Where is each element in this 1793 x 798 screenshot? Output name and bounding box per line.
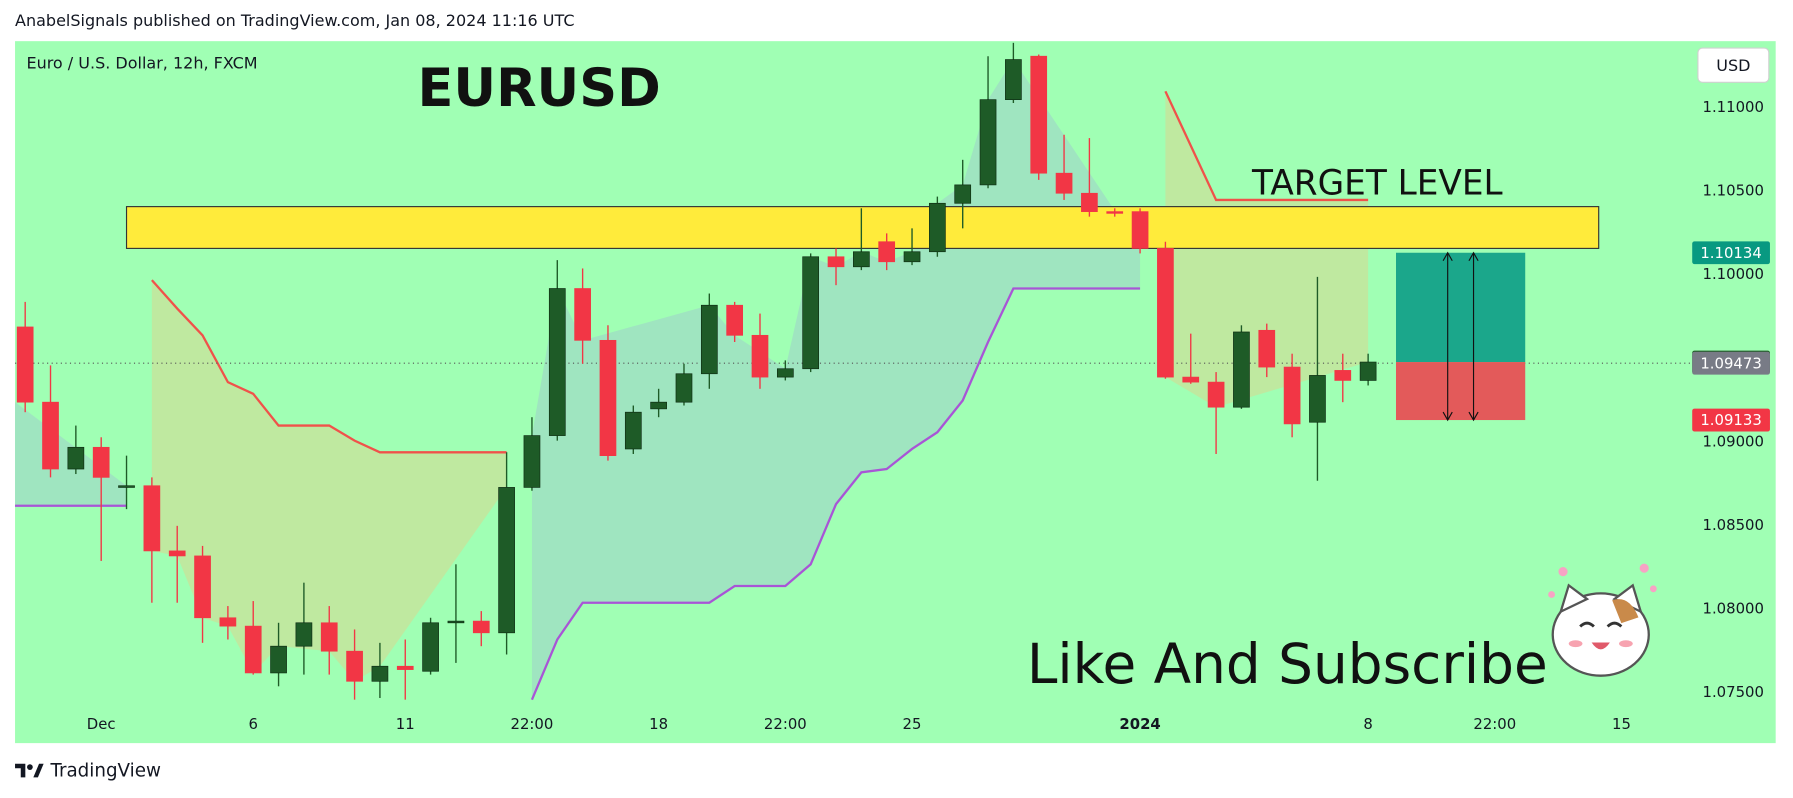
candle-body xyxy=(1182,376,1200,383)
y-tick-label: 1.07500 xyxy=(1703,683,1764,701)
indicator-fill xyxy=(151,280,507,682)
y-tick-label: 1.09000 xyxy=(1703,432,1764,450)
candle-body xyxy=(599,339,617,456)
x-tick-label: 22:00 xyxy=(764,715,807,733)
target-zone xyxy=(125,206,1600,249)
candle-body xyxy=(320,622,338,652)
candle-body xyxy=(574,288,591,341)
candle-body xyxy=(295,622,313,647)
price-label: 1.09133 xyxy=(1700,411,1761,429)
candle-body xyxy=(498,487,515,634)
candle-body xyxy=(244,625,262,674)
position-target xyxy=(1395,252,1526,363)
candle-body xyxy=(1081,192,1098,212)
candle-body xyxy=(523,435,541,488)
candle-body xyxy=(878,241,896,263)
candle-body xyxy=(1258,329,1276,368)
y-tick-label: 1.10500 xyxy=(1703,182,1764,200)
annotation: Like And Subscribe xyxy=(1027,632,1548,696)
x-tick-label: 22:00 xyxy=(511,715,554,733)
candle-body xyxy=(42,401,59,470)
candle-body xyxy=(118,485,135,488)
candle-body xyxy=(1309,375,1326,423)
candle-body xyxy=(447,620,465,624)
brand-logo xyxy=(15,763,44,778)
candle-body xyxy=(1030,55,1048,174)
candle-body xyxy=(1207,381,1225,408)
brand: TradingView xyxy=(49,761,161,782)
x-tick-label: 6 xyxy=(248,715,257,733)
candle-body xyxy=(1106,211,1124,214)
candle-body xyxy=(1283,366,1301,425)
candle-body xyxy=(954,184,972,204)
price-label-box xyxy=(1692,408,1770,432)
price-label-box xyxy=(1692,241,1770,265)
candle-body xyxy=(92,446,110,478)
candle-body xyxy=(827,256,845,268)
arrow-head xyxy=(1442,251,1453,422)
x-tick-label: 11 xyxy=(396,715,415,733)
candle-body xyxy=(371,665,389,682)
x-tick-label: 22:00 xyxy=(1473,715,1516,733)
candle-body xyxy=(650,401,667,410)
candle-body xyxy=(979,99,997,186)
candle-body xyxy=(219,617,237,627)
price-label: 1.09473 xyxy=(1700,354,1761,372)
x-tick-label: Dec xyxy=(87,715,116,733)
candle-body xyxy=(16,326,34,403)
x-tick-label: 2024 xyxy=(1119,715,1160,733)
header: AnabelSignals published on TradingView.c… xyxy=(15,11,574,30)
candle-body xyxy=(802,256,820,370)
candle-body xyxy=(67,446,85,470)
candle-body xyxy=(472,620,490,634)
y-tick-label: 1.08000 xyxy=(1703,599,1764,617)
candle-body xyxy=(1157,248,1174,378)
y-tick-label: 1.08500 xyxy=(1703,516,1764,534)
candle-body xyxy=(168,550,186,557)
arrow-head xyxy=(1468,251,1479,422)
candle-body xyxy=(776,368,794,378)
candle-body xyxy=(1131,211,1149,249)
y-tick-label: 1.10000 xyxy=(1703,265,1764,283)
candle-body xyxy=(700,304,718,375)
candle-body xyxy=(422,622,439,672)
candle-body xyxy=(751,334,769,378)
chart-title: EURUSD xyxy=(417,58,660,119)
candle-body xyxy=(143,485,161,552)
candle-body xyxy=(270,645,287,674)
currency-box[interactable] xyxy=(1697,47,1770,83)
position-stop xyxy=(1395,362,1526,421)
candle-body xyxy=(1005,59,1022,100)
candle-body xyxy=(194,555,211,619)
currency[interactable]: USD xyxy=(1716,56,1750,75)
candle-body xyxy=(346,650,363,682)
candle-body xyxy=(1334,370,1352,381)
x-tick-label: 15 xyxy=(1612,715,1631,733)
sticker xyxy=(1548,563,1657,677)
candle-body xyxy=(1055,172,1073,194)
price-label: 1.10134 xyxy=(1700,244,1761,262)
indicator-line xyxy=(151,279,507,454)
candle-body xyxy=(1359,361,1377,381)
price-label-box xyxy=(1692,351,1770,375)
indicator-line xyxy=(1164,90,1369,202)
candle-body xyxy=(548,288,566,436)
candle-body xyxy=(675,373,693,403)
candle-body xyxy=(853,251,870,268)
x-tick-label: 18 xyxy=(649,715,668,733)
indicator-line xyxy=(530,287,1141,701)
candle-body xyxy=(903,251,921,263)
candle-body xyxy=(624,411,642,450)
y-tick-label: 1.11000 xyxy=(1703,98,1764,116)
candle-body xyxy=(929,202,946,253)
candle-body xyxy=(396,665,414,670)
symbol-info: Euro / U.S. Dollar, 12h, FXCM xyxy=(26,54,257,73)
annotation: TARGET LEVEL xyxy=(1251,164,1503,204)
candle-body xyxy=(726,304,744,336)
x-tick-label: 25 xyxy=(903,715,922,733)
candle-body xyxy=(1233,331,1250,408)
x-tick-label: 8 xyxy=(1363,715,1372,733)
